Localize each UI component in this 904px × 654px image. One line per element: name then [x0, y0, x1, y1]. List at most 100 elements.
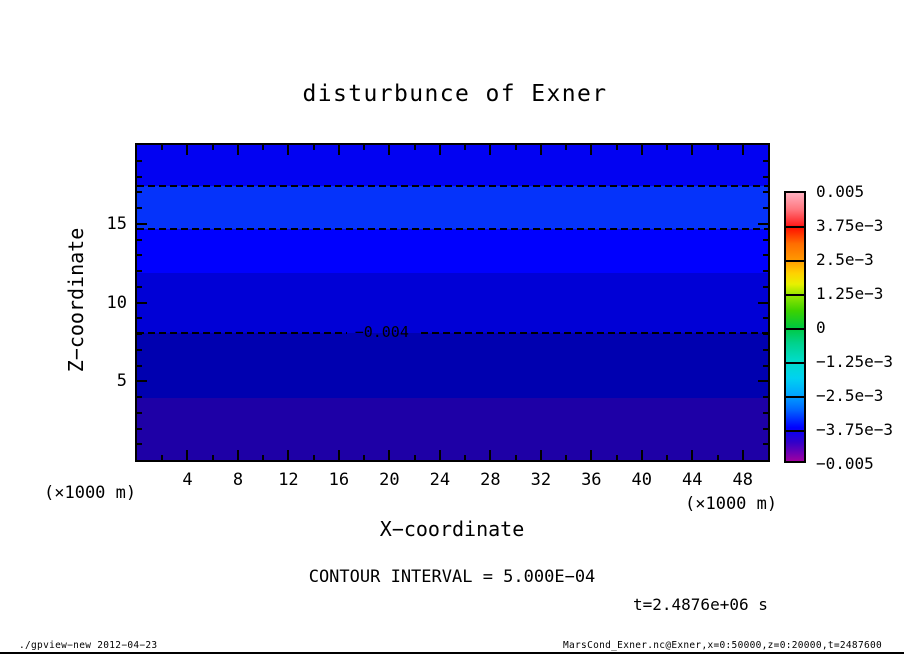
y-tick-right: [763, 396, 768, 398]
x-tick-top: [540, 145, 542, 155]
x-tick-top: [666, 145, 668, 150]
x-tick-bottom: [464, 455, 466, 460]
x-tick-top: [287, 145, 289, 155]
y-tick-left: [137, 302, 147, 304]
x-axis-unit-label: (×1000 m): [685, 494, 778, 514]
contour-band-4: [137, 333, 768, 398]
x-tick-label-4: 4: [182, 470, 193, 490]
x-tick-top: [464, 145, 466, 150]
y-tick-left: [137, 396, 142, 398]
x-tick-bottom: [313, 455, 315, 460]
contour-band-0: [137, 145, 768, 186]
x-tick-top: [414, 145, 416, 150]
colorbar-separator: [786, 294, 804, 296]
x-tick-bottom: [287, 450, 289, 460]
footer-file-info: MarsCond_Exner.nc@Exner,x=0:50000,z=0:20…: [563, 640, 883, 651]
y-axis-unit-label: (×1000 m): [44, 483, 137, 503]
y-tick-right: [763, 239, 768, 241]
y-tick-right: [763, 254, 768, 256]
x-tick-top: [338, 145, 340, 155]
y-tick-right: [763, 317, 768, 319]
y-tick-left: [137, 239, 142, 241]
colorbar-tick-label-2: 2.5e−3: [816, 250, 874, 269]
x-tick-bottom: [666, 455, 668, 460]
contour-line-2: [137, 332, 347, 334]
colorbar-tick-label-7: −3.75e−3: [816, 420, 894, 439]
x-tick-top: [565, 145, 567, 150]
y-tick-left: [137, 317, 142, 319]
y-tick-label-15: 15: [106, 213, 127, 234]
colorbar-tick-label-4: 0: [816, 318, 826, 337]
x-tick-top: [515, 145, 517, 150]
x-tick-label-24: 24: [429, 470, 451, 490]
x-tick-top: [262, 145, 264, 150]
x-tick-bottom: [590, 450, 592, 460]
x-tick-top: [742, 145, 744, 155]
y-tick-left: [137, 176, 142, 178]
contour-band-2: [137, 228, 768, 274]
y-tick-right: [763, 412, 768, 414]
x-tick-bottom: [186, 450, 188, 460]
x-tick-top: [691, 145, 693, 155]
contour-interval-text: CONTOUR INTERVAL = 5.000E−04: [308, 567, 596, 587]
x-tick-bottom: [616, 455, 618, 460]
x-tick-bottom: [212, 455, 214, 460]
y-tick-left: [137, 286, 142, 288]
y-tick-right: [758, 380, 768, 382]
x-tick-label-32: 32: [530, 470, 552, 490]
colorbar-tick-label-6: −2.5e−3: [816, 386, 884, 405]
contour-line-label: −0.004: [354, 323, 409, 341]
colorbar-separator: [786, 260, 804, 262]
x-tick-bottom: [388, 450, 390, 460]
x-tick-label-36: 36: [581, 470, 602, 490]
x-tick-label-44: 44: [682, 470, 703, 490]
y-tick-left: [137, 207, 142, 209]
x-tick-label-12: 12: [278, 470, 299, 490]
x-tick-bottom: [641, 450, 643, 460]
y-tick-left: [137, 428, 142, 430]
x-tick-top: [363, 145, 365, 150]
y-tick-left: [137, 333, 142, 335]
x-tick-label-20: 20: [379, 470, 400, 490]
y-tick-label-5: 5: [116, 371, 127, 392]
x-tick-top: [717, 145, 719, 150]
y-tick-right: [763, 349, 768, 351]
y-tick-right: [763, 176, 768, 178]
x-tick-bottom: [565, 455, 567, 460]
x-tick-bottom: [717, 455, 719, 460]
colorbar-tick-label-1: 3.75e−3: [816, 216, 884, 235]
colorbar-tick-label-5: −1.25e−3: [816, 352, 894, 371]
y-tick-right: [763, 270, 768, 272]
x-tick-label-8: 8: [232, 470, 244, 490]
colorbar-separator: [786, 396, 804, 398]
x-tick-top: [212, 145, 214, 150]
x-tick-bottom: [489, 450, 491, 460]
y-tick-right: [758, 223, 768, 225]
x-tick-bottom: [414, 455, 416, 460]
x-tick-top: [237, 145, 239, 155]
y-tick-left: [137, 191, 142, 193]
x-tick-bottom: [338, 450, 340, 460]
y-tick-left: [137, 443, 142, 445]
chart-title: disturbunce of Exner: [302, 81, 608, 107]
x-tick-bottom: [237, 450, 239, 460]
y-tick-left: [137, 349, 142, 351]
y-tick-right: [763, 365, 768, 367]
x-tick-bottom: [515, 455, 517, 460]
contour-line-1: [137, 228, 768, 230]
colorbar: [784, 191, 806, 463]
x-tick-bottom: [161, 455, 163, 460]
y-tick-right: [763, 286, 768, 288]
x-tick-top: [161, 145, 163, 150]
x-tick-bottom: [262, 455, 264, 460]
x-tick-top: [616, 145, 618, 150]
y-tick-left: [137, 254, 142, 256]
contour-line-0: [137, 185, 768, 187]
x-tick-label-48: 48: [732, 470, 753, 490]
y-tick-right: [763, 207, 768, 209]
bottom-border-line: [0, 652, 904, 654]
x-tick-label-16: 16: [328, 470, 350, 490]
x-tick-top: [590, 145, 592, 155]
y-tick-left: [137, 380, 147, 382]
